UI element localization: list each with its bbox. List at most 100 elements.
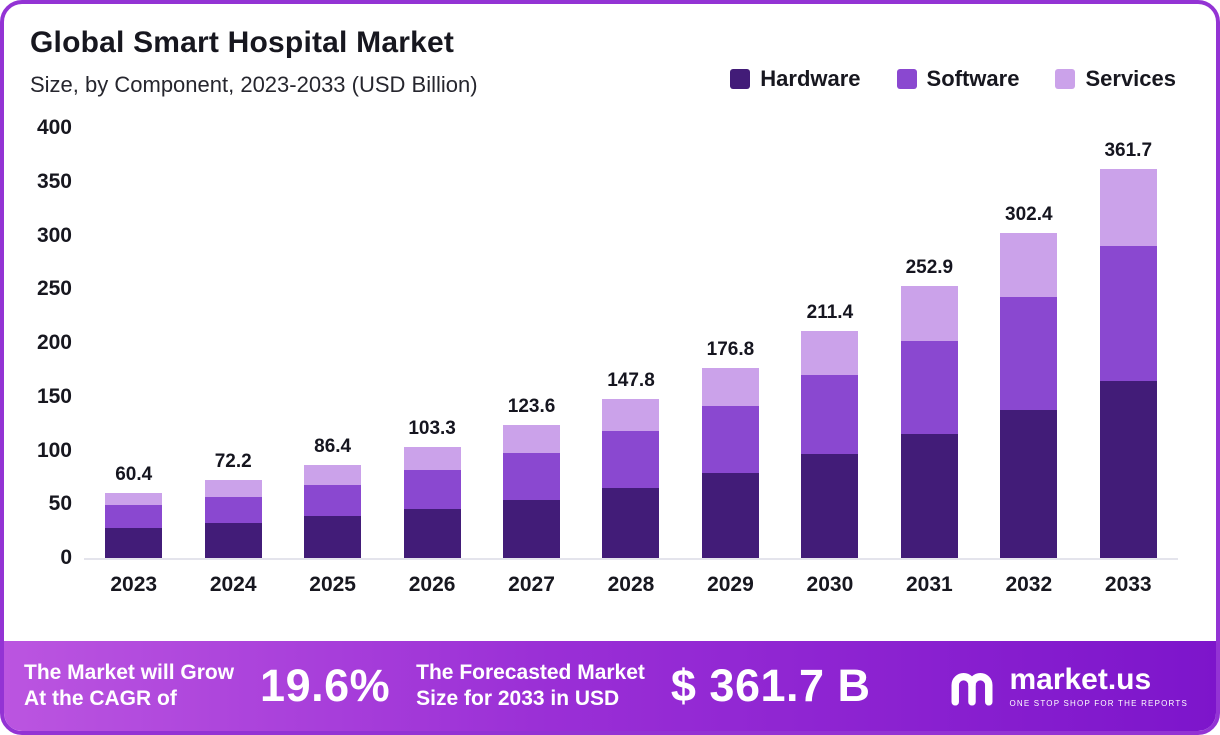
stacked-bar-2028: [602, 399, 660, 558]
bar-total-label: 302.4: [1005, 203, 1053, 225]
segment-software: [801, 375, 859, 454]
y-tick-label: 350: [36, 169, 72, 193]
chart-subtitle: Size, by Component, 2023-2033 (USD Billi…: [30, 72, 478, 97]
x-axis-label: 2025: [309, 573, 356, 596]
brand-tagline: ONE STOP SHOP FOR THE REPORTS: [1009, 698, 1188, 708]
plot-area: 60.4 72.2 86.4 103.3 123.6 147.8 176.8 211.4 252…: [84, 128, 1178, 641]
segment-software: [900, 340, 958, 435]
segment-services: [1000, 232, 1058, 297]
segment-hardware: [204, 522, 262, 558]
x-axis-label: 2032: [1005, 573, 1053, 596]
segment-software: [403, 469, 461, 509]
y-tick-label: 150: [36, 384, 72, 408]
segment-software: [304, 484, 362, 517]
bar-column-2030: 211.4: [780, 128, 879, 558]
segment-software: [602, 431, 660, 489]
footer-banner: The Market will Grow At the CAGR of 19.6…: [4, 641, 1216, 731]
legend-swatch: [1055, 69, 1076, 89]
stacked-bar-2024: [204, 480, 262, 558]
chart-header: Global Smart Hospital Market Size, by Co…: [4, 4, 1216, 98]
x-axis: 2023 2024 2025 2026 2027 2028 2029 2030 2031 2032…: [84, 573, 1178, 597]
segment-hardware: [105, 527, 163, 558]
segment-services: [1099, 169, 1157, 247]
legend-item-hardware: Hardware: [730, 66, 861, 92]
segment-hardware: [900, 434, 958, 558]
segment-software: [105, 505, 163, 528]
y-tick-label: 100: [36, 438, 72, 462]
y-axis: 0 50 100 150 200 250 300 350 400: [30, 116, 84, 569]
segment-services: [304, 465, 362, 485]
cagr-caption: The Market will Grow At the CAGR of: [24, 660, 234, 712]
segment-software: [701, 406, 759, 474]
stacked-bar-chart: 0 50 100 150 200 250 300 350 400 60.4 72.2 86.4 103…: [4, 98, 1216, 641]
segment-hardware: [1000, 409, 1058, 558]
segment-hardware: [602, 488, 660, 558]
y-tick-label: 0: [60, 546, 72, 569]
segment-services: [701, 367, 759, 407]
cagr-value: 19.6%: [260, 660, 391, 711]
bar-total-label: 72.2: [214, 451, 252, 473]
bar-total-label: 252.9: [905, 257, 954, 279]
segment-software: [1000, 296, 1058, 410]
segment-hardware: [403, 508, 461, 558]
legend-item-software: Software: [896, 66, 1020, 92]
x-axis-label: 2030: [806, 573, 854, 596]
bar-column-2027: 123.6: [482, 128, 581, 558]
stacked-bar-2031: [900, 286, 958, 558]
stacked-bar-2033: [1099, 169, 1157, 558]
chart-title: Global Smart Hospital Market: [30, 26, 455, 59]
legend-item-services: Services: [1055, 66, 1176, 92]
bar-total-label: 103.3: [408, 417, 456, 439]
bar-total-label: 147.8: [607, 370, 655, 392]
segment-services: [503, 425, 561, 453]
bars-region: 60.4 72.2 86.4 103.3 123.6 147.8 176.8 211.4 252…: [84, 128, 1178, 560]
forecast-value: $ 361.7 B: [670, 660, 871, 711]
segment-services: [403, 446, 461, 470]
forecast-caption-line1: The Forecasted Market: [416, 660, 645, 684]
legend-label: Software: [926, 66, 1020, 91]
bar-total-label: 86.4: [314, 436, 352, 458]
y-tick-label: 300: [36, 223, 72, 247]
segment-services: [900, 286, 958, 341]
bar-column-2032: 302.4: [979, 128, 1078, 558]
x-axis-label: 2028: [607, 573, 655, 596]
bar-total-label: 60.4: [115, 464, 153, 486]
market-us-logo-icon: [951, 673, 993, 706]
brand-name: market.us: [1009, 662, 1152, 696]
title-block: Global Smart Hospital Market Size, by Co…: [30, 26, 478, 98]
legend-swatch: [896, 69, 917, 89]
stacked-bar-2029: [701, 367, 759, 558]
segment-services: [801, 330, 859, 376]
segment-services: [204, 480, 262, 497]
segment-hardware: [1099, 380, 1157, 558]
segment-hardware: [503, 499, 561, 558]
bar-column-2029: 176.8: [681, 128, 780, 558]
x-axis-label: 2023: [110, 573, 158, 596]
y-tick-label: 400: [36, 116, 72, 139]
cagr-caption-line2: At the CAGR of: [24, 687, 177, 710]
segment-services: [105, 493, 163, 506]
bar-column-2024: 72.2: [183, 128, 282, 558]
x-axis-label: 2033: [1104, 573, 1152, 596]
segment-services: [602, 399, 660, 432]
x-axis-label: 2024: [209, 573, 257, 596]
segment-hardware: [801, 453, 859, 558]
segment-software: [1099, 246, 1157, 381]
x-axis-label: 2029: [707, 573, 754, 596]
x-axis-label: 2026: [408, 573, 456, 596]
legend: Hardware Software Services: [730, 60, 1176, 98]
forecast-caption: The Forecasted Market Size for 2033 in U…: [416, 660, 645, 712]
stacked-bar-2026: [403, 446, 461, 558]
bar-column-2026: 103.3: [382, 128, 481, 558]
legend-swatch: [730, 69, 751, 89]
x-axis-label: 2027: [508, 573, 555, 596]
legend-label: Hardware: [760, 66, 861, 91]
stacked-bar-2032: [1000, 232, 1058, 558]
y-tick-label: 50: [48, 492, 72, 516]
bar-total-label: 211.4: [806, 301, 854, 323]
segment-hardware: [701, 473, 759, 558]
forecast-caption-line2: Size for 2033 in USD: [416, 687, 620, 710]
brand-block: market.us ONE STOP SHOP FOR THE REPORTS: [945, 659, 1188, 713]
bar-column-2031: 252.9: [880, 128, 979, 558]
